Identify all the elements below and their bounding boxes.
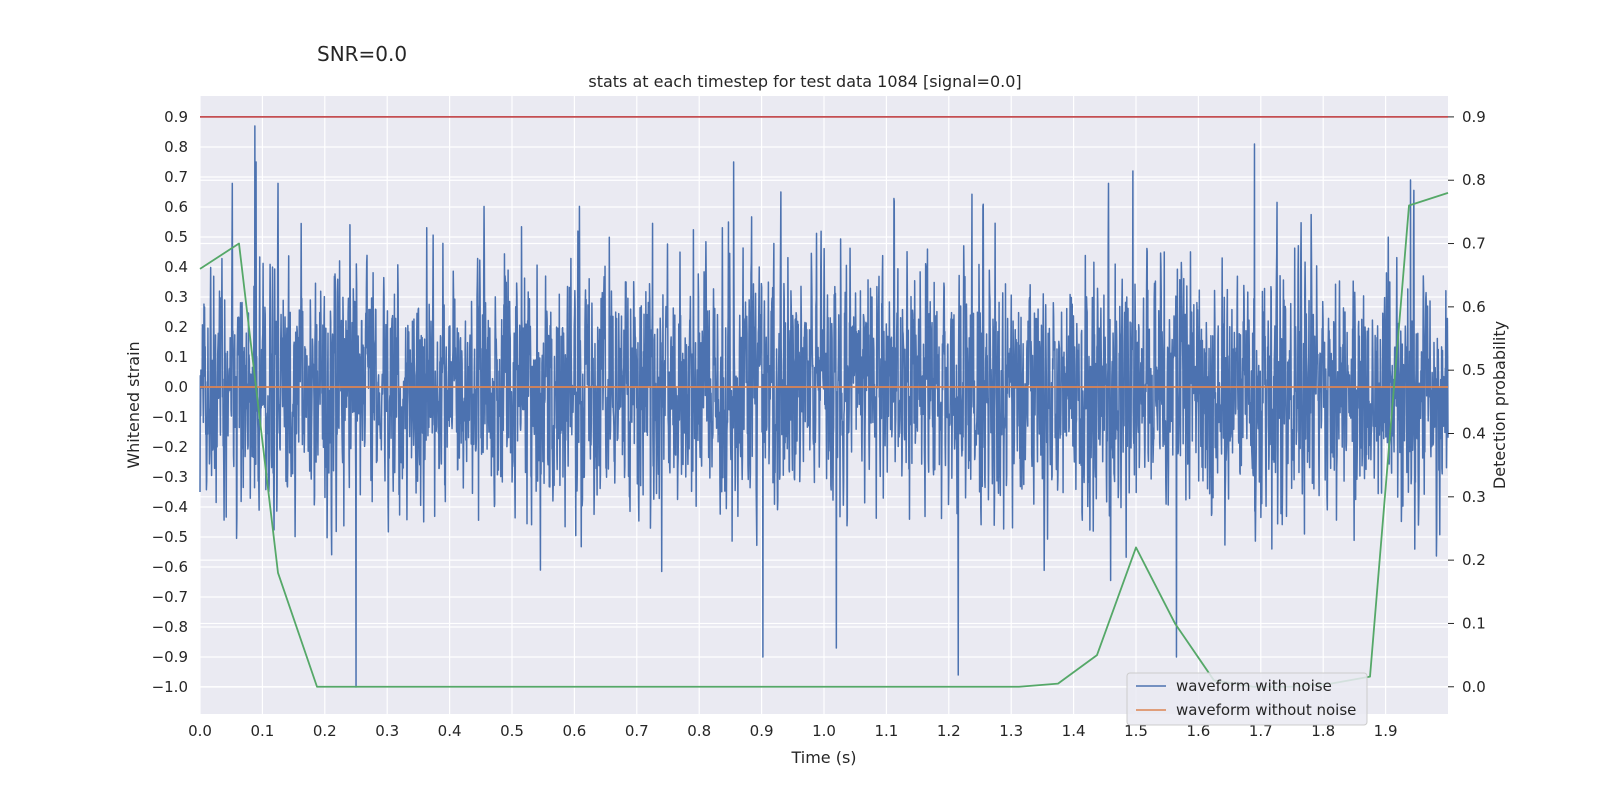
y-tick-label: −0.2	[152, 438, 188, 456]
x-tick-label: 1.5	[1124, 722, 1148, 740]
x-tick-label: 1.9	[1374, 722, 1398, 740]
y2-axis-label: Detection probability	[1490, 321, 1509, 489]
y-axis-label: Whitened strain	[124, 341, 143, 468]
y-tick-label: −0.7	[152, 588, 188, 606]
y2-tick-label: 0.6	[1462, 298, 1486, 316]
legend-box	[1126, 672, 1368, 726]
y-tick-label: 0.9	[164, 108, 188, 126]
y-tick-label: −1.0	[152, 678, 188, 696]
y-tick-label: −0.3	[152, 468, 188, 486]
x-tick-labels: 0.0 0.1 0.2 0.3 0.4 0.5 0.6 0.7 0.8 0.9 1.0 1.1 1.2 1…	[188, 722, 1397, 740]
x-tick-label: 0.2	[313, 722, 337, 740]
y-tick-label: 0.5	[164, 228, 188, 246]
y-tick-label: −0.8	[152, 618, 188, 636]
y2-tick-label: 0.5	[1462, 361, 1486, 379]
y-tick-label: 0.0	[164, 378, 188, 396]
series-line-0	[199, 125, 1449, 688]
x-tick-label: 1.0	[812, 722, 836, 740]
y-tick-label: 0.6	[164, 198, 188, 216]
legend-label-clean: waveform without noise	[1176, 701, 1356, 719]
y-tick-labels: −1.0 −0.9 −0.8 −0.7 −0.6 −0.5 −0.4 −0.3 −0.2 −0.1…	[152, 108, 188, 696]
y-tick-label: 0.2	[164, 318, 188, 336]
y-tick-label: 0.4	[164, 258, 188, 276]
legend-label-noise: waveform with noise	[1176, 677, 1332, 695]
legend: waveform with noise waveform without noi…	[1126, 672, 1368, 726]
y-tick-label: −0.6	[152, 558, 188, 576]
y-tick-label: 0.8	[164, 138, 188, 156]
x-tick-label: 0.3	[375, 722, 399, 740]
x-tick-label: 1.6	[1186, 722, 1210, 740]
series-layer	[199, 116, 1449, 688]
y2-tick-label: 0.0	[1462, 678, 1486, 696]
y-tick-label: −0.4	[152, 498, 188, 516]
y2-tick-label: 0.7	[1462, 235, 1486, 253]
y-tick-label: −0.5	[152, 528, 188, 546]
x-tick-label: 1.7	[1249, 722, 1273, 740]
x-tick-label: 0.4	[438, 722, 462, 740]
y2-tick-label: 0.2	[1462, 551, 1486, 569]
x-axis-label: Time (s)	[790, 748, 856, 767]
chart-title: stats at each timestep for test data 108…	[588, 72, 1021, 91]
suptitle: SNR=0.0	[317, 42, 407, 66]
x-tick-label: 0.8	[687, 722, 711, 740]
y-tick-label: 0.3	[164, 288, 188, 306]
y-tick-label: −0.1	[152, 408, 188, 426]
x-tick-label: 0.7	[625, 722, 649, 740]
y2-tick-label: 0.3	[1462, 488, 1486, 506]
x-tick-label: 1.3	[999, 722, 1023, 740]
x-tick-label: 0.5	[500, 722, 524, 740]
y-tick-label: 0.1	[164, 348, 188, 366]
x-tick-label: 1.8	[1311, 722, 1335, 740]
y2-tick-label: 0.8	[1462, 171, 1486, 189]
y2-tick-labels: 0.0 0.1 0.2 0.3 0.4 0.5 0.6 0.7 0.8 0.9	[1448, 108, 1486, 696]
y-tick-label: 0.7	[164, 168, 188, 186]
x-tick-label: 0.1	[250, 722, 274, 740]
y2-tick-label: 0.1	[1462, 614, 1486, 632]
y2-tick-label: 0.4	[1462, 424, 1486, 442]
x-tick-label: 1.4	[1062, 722, 1086, 740]
x-tick-label: 0.0	[188, 722, 212, 740]
x-tick-label: 0.9	[750, 722, 774, 740]
x-tick-label: 0.6	[562, 722, 586, 740]
y2-tick-label: 0.9	[1462, 108, 1486, 126]
x-tick-label: 1.2	[937, 722, 961, 740]
y-tick-label: −0.9	[152, 648, 188, 666]
x-tick-label: 1.1	[874, 722, 898, 740]
